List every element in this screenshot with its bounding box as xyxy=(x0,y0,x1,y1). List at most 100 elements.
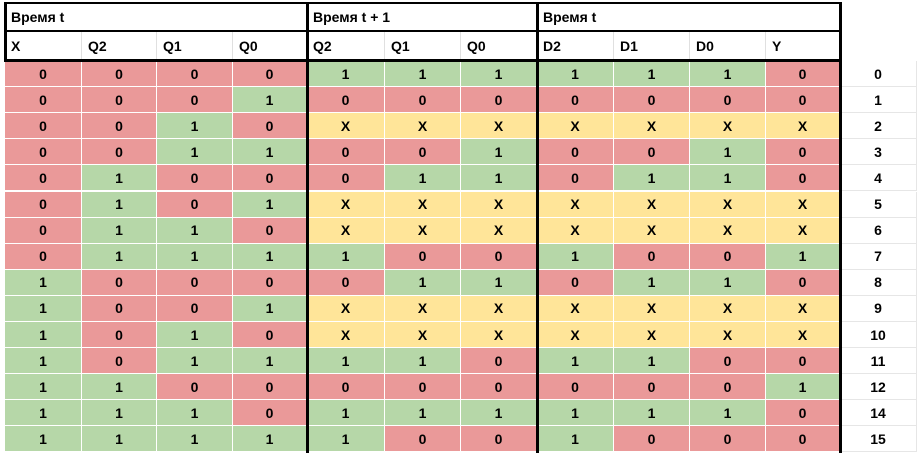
column-header: Q2 xyxy=(82,31,157,61)
row-label: 6 xyxy=(840,217,917,244)
cell: 0 xyxy=(307,87,385,114)
cell: X xyxy=(307,191,385,218)
border xyxy=(306,2,309,453)
cell: 0 xyxy=(233,217,307,244)
cell: 1 xyxy=(82,400,157,427)
border xyxy=(536,2,539,453)
column-header: D2 xyxy=(537,31,614,61)
cell: 0 xyxy=(5,191,82,218)
border xyxy=(4,2,7,61)
cell: X xyxy=(614,295,690,322)
cell: 0 xyxy=(461,426,537,453)
cell: 0 xyxy=(766,400,840,427)
row-label: 5 xyxy=(840,191,917,218)
cell: 0 xyxy=(233,374,307,401)
cell: 0 xyxy=(614,374,690,401)
cell: 0 xyxy=(157,87,233,114)
cell: 0 xyxy=(82,269,157,296)
cell: 0 xyxy=(82,61,157,88)
row-label: 11 xyxy=(840,348,917,375)
cell: 1 xyxy=(157,113,233,140)
cell: 0 xyxy=(461,87,537,114)
cell: 1 xyxy=(537,426,614,453)
cell: 0 xyxy=(385,139,461,166)
cell: 1 xyxy=(233,191,307,218)
column-header: Q0 xyxy=(233,31,307,61)
cell: 1 xyxy=(233,87,307,114)
cell: 1 xyxy=(690,269,766,296)
cell: X xyxy=(766,322,840,349)
cell: X xyxy=(766,217,840,244)
cell: 0 xyxy=(385,243,461,270)
column-header: X xyxy=(5,31,82,61)
border xyxy=(4,30,841,32)
cell: 0 xyxy=(690,426,766,453)
cell: X xyxy=(307,217,385,244)
cell: 0 xyxy=(157,165,233,192)
cell: 1 xyxy=(690,139,766,166)
cell: 0 xyxy=(5,113,82,140)
cell: 0 xyxy=(614,426,690,453)
cell: 1 xyxy=(82,165,157,192)
cell: 1 xyxy=(5,426,82,453)
column-header: Q1 xyxy=(385,31,461,61)
cell: 1 xyxy=(233,348,307,375)
cell: 1 xyxy=(614,269,690,296)
cell: 1 xyxy=(157,139,233,166)
cell: 1 xyxy=(385,269,461,296)
cell: 1 xyxy=(157,426,233,453)
cell: 1 xyxy=(307,400,385,427)
cell: 0 xyxy=(461,348,537,375)
cell: 1 xyxy=(537,400,614,427)
cell: 1 xyxy=(157,322,233,349)
row-label: 12 xyxy=(840,374,917,401)
group-header: Время t xyxy=(537,3,840,31)
cell: X xyxy=(614,217,690,244)
cell: 1 xyxy=(461,139,537,166)
cell: 0 xyxy=(766,165,840,192)
cell: 1 xyxy=(385,165,461,192)
row-label: 8 xyxy=(840,269,917,296)
cell: 1 xyxy=(307,426,385,453)
cell: 0 xyxy=(461,374,537,401)
border xyxy=(4,59,841,62)
cell: 1 xyxy=(82,217,157,244)
cell: 0 xyxy=(766,87,840,114)
cell: X xyxy=(461,191,537,218)
cell: 1 xyxy=(385,348,461,375)
cell: 1 xyxy=(461,61,537,88)
group-header: Время t xyxy=(5,3,307,31)
cell: 1 xyxy=(690,165,766,192)
cell: 1 xyxy=(461,165,537,192)
cell: X xyxy=(385,113,461,140)
cell: 1 xyxy=(233,426,307,453)
cell: X xyxy=(614,322,690,349)
cell: 1 xyxy=(5,295,82,322)
cell: 0 xyxy=(766,269,840,296)
cell: 1 xyxy=(82,243,157,270)
cell: 1 xyxy=(5,348,82,375)
cell: X xyxy=(537,322,614,349)
cell: 1 xyxy=(385,61,461,88)
column-header: D0 xyxy=(690,31,766,61)
cell: 0 xyxy=(690,243,766,270)
cell: 0 xyxy=(385,87,461,114)
cell: X xyxy=(461,295,537,322)
cell: 1 xyxy=(157,400,233,427)
cell: 1 xyxy=(614,348,690,375)
cell: X xyxy=(766,113,840,140)
cell: 1 xyxy=(233,139,307,166)
row-label: 4 xyxy=(840,165,917,192)
cell: 1 xyxy=(614,400,690,427)
cell: X xyxy=(537,295,614,322)
row-label: 10 xyxy=(840,322,917,349)
cell: 1 xyxy=(690,400,766,427)
cell: 1 xyxy=(307,348,385,375)
cell: X xyxy=(461,322,537,349)
cell: 1 xyxy=(5,400,82,427)
cell: 0 xyxy=(157,374,233,401)
cell: 1 xyxy=(233,295,307,322)
cell: 0 xyxy=(5,165,82,192)
cell: 1 xyxy=(537,243,614,270)
